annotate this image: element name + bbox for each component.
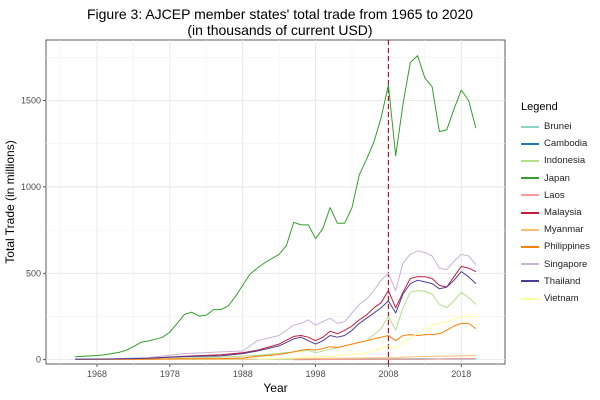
- series-line-philippines: [75, 322, 477, 360]
- x-axis-label: Year: [263, 381, 287, 395]
- chart-title: Figure 3: AJCEP member states' total tra…: [86, 6, 474, 22]
- series-line-singapore: [75, 250, 477, 360]
- series-line-indonesia: [75, 290, 477, 360]
- legend-key-singapore: [521, 263, 539, 266]
- legend-item-brunei: Brunei: [521, 118, 571, 135]
- legend-label-japan: Japan: [544, 172, 570, 184]
- legend-label-thailand: Thailand: [544, 275, 581, 287]
- legend-item-vietnam: Vietnam: [521, 290, 579, 307]
- legend-key-laos: [521, 194, 539, 197]
- y-tick-label: 0: [36, 355, 41, 365]
- legend-label-indonesia: Indonesia: [544, 155, 586, 167]
- legend-item-philippines: Philippines: [521, 238, 590, 255]
- legend-key-brunei: [521, 125, 539, 128]
- legend-key-japan: [521, 177, 539, 180]
- series-line-laos: [293, 358, 476, 361]
- y-tick-label: 1000: [21, 182, 41, 192]
- series-line-malaysia: [75, 265, 477, 360]
- plot-panel: [45, 39, 506, 365]
- legend-item-japan: Japan: [521, 170, 570, 187]
- legend-key-cambodia: [521, 142, 539, 145]
- legend-label-laos: Laos: [544, 189, 565, 201]
- series-line-thailand: [75, 271, 477, 360]
- legend-item-cambodia: Cambodia: [521, 135, 587, 152]
- x-tick-label: 1978: [160, 369, 180, 379]
- legend-label-cambodia: Cambodia: [544, 138, 588, 150]
- x-axis: 1968 1978 1988 1998 2008 2018: [87, 364, 471, 379]
- legend-item-myanmar: Myanmar: [521, 221, 584, 238]
- legend-label-philippines: Philippines: [544, 241, 590, 253]
- legend-title: Legend: [521, 101, 558, 113]
- legend-key-vietnam: [521, 297, 539, 300]
- series-line-japan: [75, 55, 477, 358]
- y-axis: 0 500 1000 1500: [21, 95, 46, 365]
- x-tick-label: 1998: [306, 369, 326, 379]
- legend-item-laos: Laos: [521, 187, 565, 204]
- series-lines: [75, 55, 477, 361]
- legend-label-myanmar: Myanmar: [544, 224, 584, 236]
- legend-label-malaysia: Malaysia: [544, 207, 582, 218]
- series-line-vietnam: [257, 316, 476, 360]
- x-tick-label: 1968: [87, 369, 107, 379]
- y-tick-label: 500: [26, 268, 41, 278]
- y-tick-label: 1500: [21, 95, 41, 105]
- legend-key-myanmar: [521, 228, 539, 231]
- legend-key-thailand: [521, 280, 539, 283]
- legend-item-malaysia: Malaysia: [521, 204, 582, 221]
- legend-label-brunei: Brunei: [544, 121, 572, 132]
- x-tick-label: 1988: [233, 369, 253, 379]
- legend-label-vietnam: Vietnam: [544, 293, 579, 304]
- x-tick-label: 2008: [378, 369, 398, 379]
- legend-key-philippines: [521, 245, 539, 248]
- series-line-myanmar: [75, 354, 476, 360]
- chart-subtitle: (in thousands of current USD): [187, 22, 373, 38]
- legend-label-singapore: Singapore: [544, 258, 588, 270]
- legend-item-thailand: Thailand: [521, 273, 580, 290]
- y-axis-label: Total Trade (in millions): [3, 140, 17, 263]
- x-tick-label: 2018: [451, 369, 471, 379]
- legend-item-singapore: Singapore: [521, 256, 587, 273]
- legend-key-malaysia: [521, 211, 539, 214]
- legend-key-indonesia: [521, 159, 539, 162]
- legend-item-indonesia: Indonesia: [521, 152, 585, 169]
